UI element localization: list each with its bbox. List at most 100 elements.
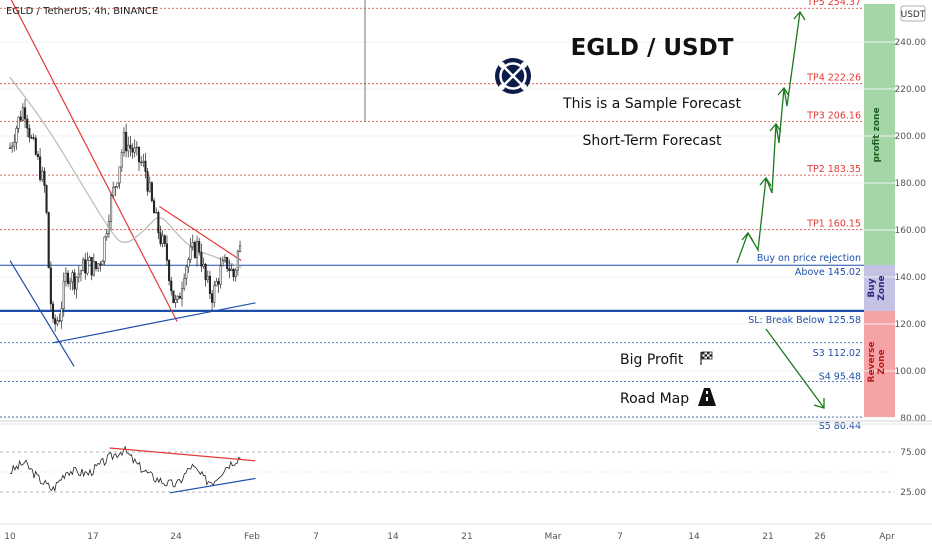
candle-body: [137, 146, 141, 163]
candle-body: [219, 265, 222, 285]
price-tick-label: 220.00: [895, 85, 927, 95]
rsi-tick-label: 75.00: [900, 448, 926, 458]
candle-body: [39, 156, 42, 180]
candle-body: [153, 200, 156, 214]
symbol-line: EGLD / TetherUS, 4h, BINANCE: [6, 6, 158, 17]
candle-body: [211, 293, 214, 303]
checkered-flag-icon: [700, 351, 713, 365]
candle-body: [191, 242, 194, 248]
candle-body: [105, 233, 108, 238]
candle-body: [213, 285, 216, 303]
candle-body: [21, 107, 24, 121]
candle-body: [202, 263, 205, 267]
candle-body: [116, 182, 119, 187]
candle-body: [217, 281, 220, 285]
candle-body: [8, 147, 12, 149]
forecast-arrowhead: [777, 86, 790, 97]
candle-body: [58, 320, 61, 322]
descending-resistance-trendline: [10, 0, 178, 322]
road-map-text: Road Map: [620, 391, 689, 407]
profit-zone-box: [864, 4, 895, 265]
price-tick-label: 180.00: [895, 179, 927, 189]
candle-body: [236, 251, 239, 271]
buy-zone-box: [864, 265, 895, 311]
candle-body: [178, 295, 181, 299]
candle-body: [26, 118, 29, 129]
rsi-pane: 75.00 25.00: [0, 445, 926, 498]
candle-body: [170, 280, 173, 292]
time-tick-label: 14: [688, 532, 700, 542]
candle-body: [189, 246, 192, 260]
price-tick-label: 240.00: [895, 38, 927, 48]
candle-body: [51, 303, 55, 319]
candle-body: [28, 127, 31, 138]
candle-body: [142, 160, 145, 163]
moving-average-line: [9, 76, 242, 269]
candle-body: [17, 116, 20, 129]
candle-body: [157, 212, 160, 234]
candle-body: [34, 137, 37, 155]
candle-body: [77, 273, 80, 278]
candle-body: [165, 243, 168, 261]
candle-body: [148, 182, 151, 192]
time-tick-label: Mar: [545, 532, 562, 542]
reverse-arrowhead: [813, 398, 825, 409]
price-tick-label: 120.00: [895, 320, 927, 330]
candle-body: [101, 261, 104, 265]
candle-body: [99, 263, 102, 265]
time-axis[interactable]: 10 17 24 Feb 7 14 21 Mar 7 14 21 26 Apr: [4, 532, 895, 542]
falling-support-trendline: [9, 260, 75, 367]
candle-body: [163, 235, 166, 245]
candle-body: [118, 166, 121, 184]
time-tick-label: 14: [387, 532, 399, 542]
candle-body: [187, 259, 190, 268]
rsi-line: [10, 445, 241, 492]
candle-body: [144, 160, 147, 172]
candle-body: [204, 263, 207, 281]
price-tick-label: 200.00: [895, 132, 927, 142]
big-profit-text: Big Profit: [620, 352, 684, 368]
price-tick-label: 100.00: [895, 367, 927, 377]
reverse-zone-label-1: Reverse: [867, 342, 877, 383]
time-tick-label: 24: [170, 532, 182, 542]
candle-body: [90, 256, 93, 276]
candle-body: [125, 131, 128, 152]
candle-body: [67, 272, 70, 284]
currency-badge-box[interactable]: [900, 5, 926, 22]
sample-forecast-text: This is a Sample Forecast: [562, 96, 741, 112]
candle-body: [73, 272, 76, 290]
rsi-tick-label: 25.00: [900, 488, 926, 498]
forecast-zigzag-line: [736, 11, 801, 264]
candle-body: [30, 137, 33, 139]
buy-zone-label-2: Zone: [877, 275, 887, 300]
candle-body: [120, 152, 123, 168]
candle-body: [223, 257, 227, 261]
candle-body: [75, 276, 78, 290]
candle-body: [198, 241, 201, 253]
price-axis[interactable]: 240.00 220.00 200.00 180.00 160.00 140.00 120.…: [895, 38, 927, 424]
candle-body: [232, 269, 235, 278]
candle-body: [114, 186, 117, 188]
time-tick-label: 21: [461, 532, 472, 542]
candle-body: [129, 144, 132, 149]
candle-body: [193, 242, 196, 258]
rsi-support-trendline: [169, 477, 256, 494]
time-tick-label: 7: [313, 532, 319, 542]
candle-body: [88, 256, 91, 261]
candle-body: [131, 147, 134, 153]
forecast-arrowhead: [741, 231, 754, 242]
lower-resistance-trendline: [159, 205, 242, 262]
currency-badge[interactable]: USDT: [901, 10, 926, 20]
candle-body: [45, 185, 48, 213]
candle-body: [183, 278, 186, 289]
candle-body: [112, 187, 115, 196]
candle-body: [146, 171, 149, 192]
forecast-arrowhead: [759, 176, 772, 187]
candle-body: [94, 261, 98, 269]
price-tick-label: 160.00: [895, 226, 927, 236]
candle-body: [71, 272, 74, 282]
tp2-level-label: TP2 183.35: [806, 164, 861, 175]
